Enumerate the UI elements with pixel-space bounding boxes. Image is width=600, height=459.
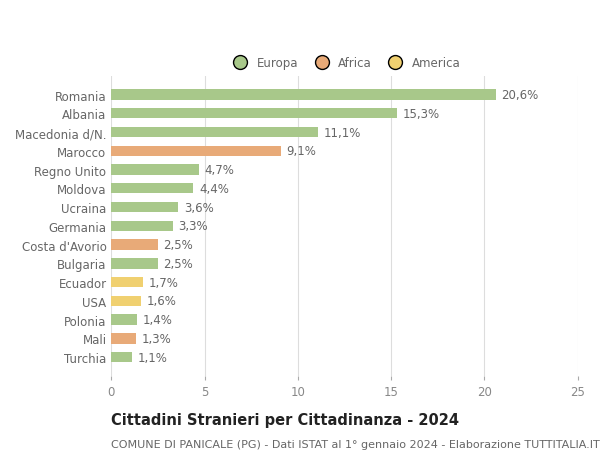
- Text: 4,7%: 4,7%: [205, 164, 235, 177]
- Bar: [112, 221, 173, 231]
- Text: 1,4%: 1,4%: [143, 313, 173, 326]
- Bar: [112, 352, 132, 363]
- Text: 3,6%: 3,6%: [184, 201, 214, 214]
- Bar: [112, 202, 178, 213]
- Bar: [112, 128, 319, 138]
- Bar: [112, 258, 158, 269]
- Bar: [112, 240, 158, 250]
- Text: 1,6%: 1,6%: [147, 295, 176, 308]
- Text: Cittadini Stranieri per Cittadinanza - 2024: Cittadini Stranieri per Cittadinanza - 2…: [112, 413, 460, 428]
- Bar: [112, 315, 137, 325]
- Text: 2,5%: 2,5%: [164, 239, 193, 252]
- Text: 9,1%: 9,1%: [287, 145, 317, 158]
- Bar: [112, 165, 199, 175]
- Text: 20,6%: 20,6%: [501, 89, 538, 102]
- Text: 1,3%: 1,3%: [141, 332, 171, 345]
- Text: 15,3%: 15,3%: [402, 107, 439, 121]
- Text: COMUNE DI PANICALE (PG) - Dati ISTAT al 1° gennaio 2024 - Elaborazione TUTTITALI: COMUNE DI PANICALE (PG) - Dati ISTAT al …: [112, 440, 600, 449]
- Bar: [112, 146, 281, 157]
- Text: 1,7%: 1,7%: [149, 276, 179, 289]
- Bar: [112, 334, 136, 344]
- Bar: [112, 277, 143, 288]
- Text: 4,4%: 4,4%: [199, 182, 229, 196]
- Legend: Europa, Africa, America: Europa, Africa, America: [223, 52, 466, 75]
- Bar: [112, 184, 193, 194]
- Text: 11,1%: 11,1%: [324, 126, 361, 139]
- Bar: [112, 109, 397, 119]
- Text: 3,3%: 3,3%: [178, 220, 208, 233]
- Bar: [112, 296, 141, 306]
- Text: 1,1%: 1,1%: [137, 351, 167, 364]
- Bar: [112, 90, 496, 101]
- Text: 2,5%: 2,5%: [164, 257, 193, 270]
